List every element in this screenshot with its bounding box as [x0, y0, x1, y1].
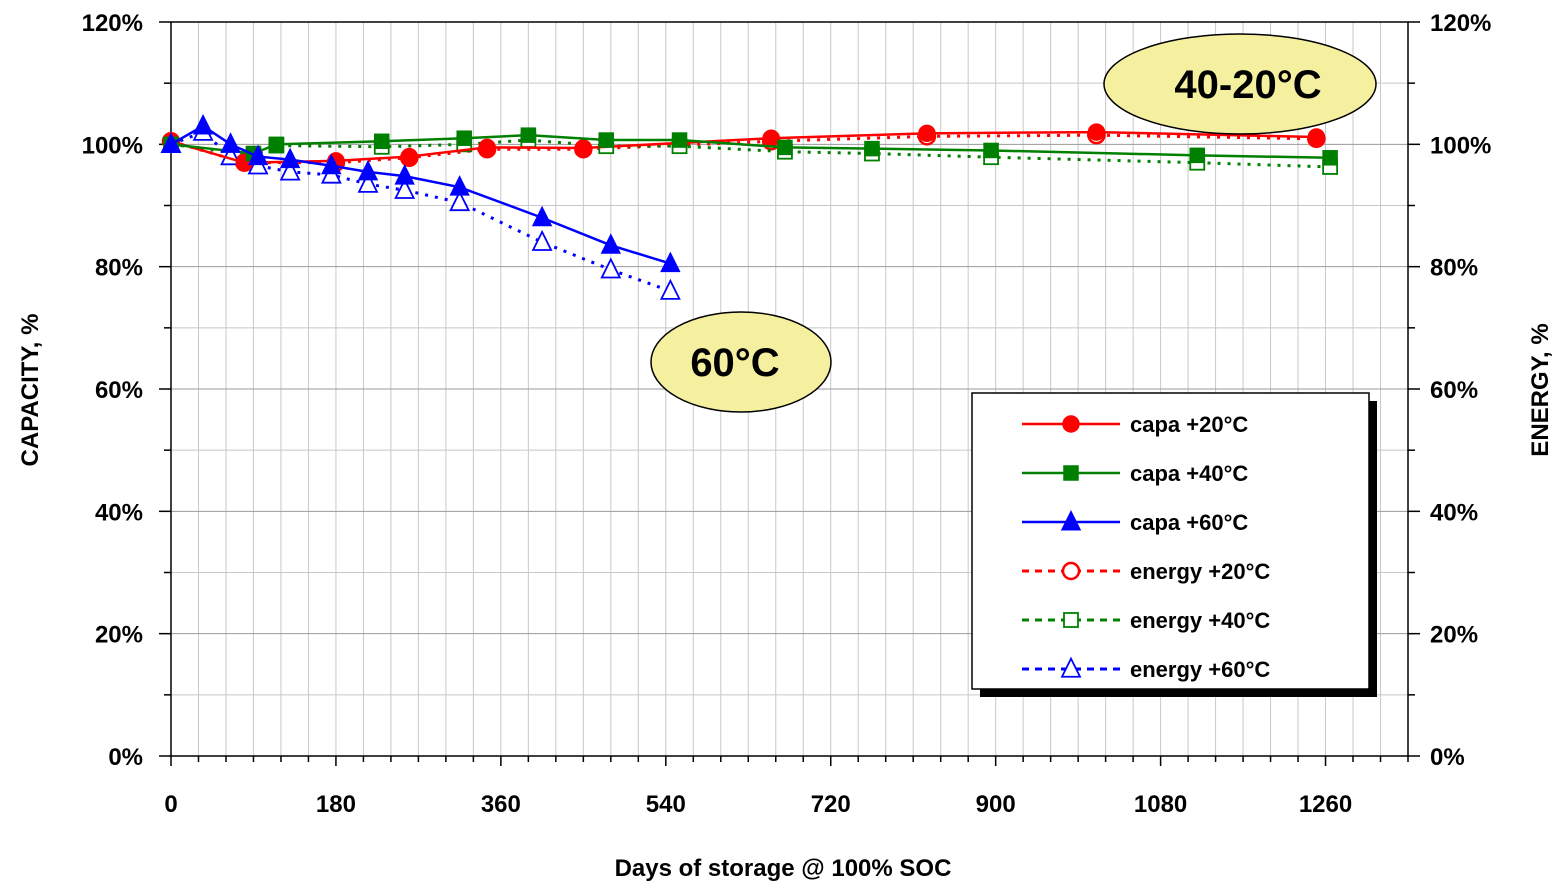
data-point [1087, 123, 1106, 141]
data-point [659, 278, 681, 300]
data-point [1061, 561, 1081, 581]
y-tick-label-right: 0% [1430, 744, 1465, 771]
series-capa-20-c [162, 123, 1326, 172]
legend-label: energy +60°C [1130, 657, 1270, 682]
data-point [192, 113, 214, 135]
y-tick-label-left: 20% [95, 622, 143, 649]
y-tick-label-left: 40% [95, 499, 143, 526]
data-point [247, 144, 269, 166]
data-point [279, 147, 301, 169]
series [160, 113, 1339, 300]
series-line [170, 130, 671, 293]
data-point [160, 132, 182, 153]
data-point [520, 127, 537, 143]
series-capa-40-c [163, 127, 1338, 166]
y-tick-label-left: 100% [82, 132, 143, 159]
data-point [671, 132, 688, 148]
data-point [983, 142, 999, 159]
legend-item: energy +20°C [1022, 559, 1270, 584]
data-point [531, 229, 553, 251]
y-tick-label-right: 60% [1430, 377, 1478, 404]
data-point [268, 136, 285, 153]
data-point [574, 139, 593, 157]
legend-item: capa +60°C [1022, 509, 1248, 535]
data-point [357, 171, 379, 193]
callout-label: 60°C [690, 341, 779, 385]
x-tick-label: 900 [976, 791, 1016, 818]
data-point [279, 159, 301, 181]
data-point [1060, 509, 1082, 531]
y-tick-label-right: 20% [1430, 622, 1478, 649]
legend: capa +20°C capa +40°C capa +60°C energy +20… [971, 392, 1377, 697]
y-tick-label-right: 100% [1430, 132, 1491, 159]
legend-label: capa +60°C [1130, 510, 1248, 535]
y-tick-label-right: 120% [1430, 10, 1491, 37]
data-point [449, 190, 471, 212]
callout-60c: 60°C [650, 311, 832, 413]
x-tick-labels: 0 180 360 540 720 900 1080 1260 [164, 791, 1352, 818]
y-tick-labels-right: 0% 20% 40% 60% 80% 100% 120% [1430, 10, 1491, 771]
data-point [478, 138, 496, 157]
data-point [394, 177, 416, 199]
x-tick-label: 1080 [1134, 791, 1187, 818]
data-point [531, 205, 553, 227]
legend-label: energy +20°C [1130, 559, 1270, 584]
legend-item: capa +20°C [1022, 412, 1248, 437]
data-point [1063, 612, 1079, 628]
data-point [1063, 465, 1079, 481]
data-point [864, 140, 880, 157]
y-tick-label-left: 80% [95, 255, 143, 282]
y-tick-label-left: 120% [82, 10, 143, 37]
series-capa-60-c [160, 113, 681, 273]
legend-label: capa +40°C [1130, 461, 1248, 486]
data-point [456, 130, 472, 146]
data-point [600, 233, 622, 254]
x-axis-title: Days of storage @ 100% SOC [615, 855, 952, 882]
data-point [777, 139, 793, 156]
y-tick-label-right: 80% [1430, 255, 1478, 282]
data-point [400, 147, 418, 166]
x-tick-label: 540 [646, 791, 686, 818]
legend-box [971, 392, 1370, 690]
data-point [1189, 147, 1206, 164]
data-point [394, 164, 415, 185]
data-point [220, 132, 241, 153]
data-point [321, 153, 342, 175]
callout-bubble [650, 311, 832, 413]
data-point [449, 175, 470, 196]
y-axis-title-right: ENERGY, % [1527, 323, 1554, 456]
callout-40-20c: 40-20°C [1103, 33, 1377, 135]
x-tick-label: 720 [811, 791, 851, 818]
data-point [762, 129, 780, 147]
y-tick-label-left: 0% [108, 744, 143, 771]
legend-item: capa +40°C [1022, 461, 1248, 486]
data-point [1322, 150, 1338, 166]
data-point [1062, 415, 1080, 433]
callout-bubble [1103, 33, 1377, 135]
legend-label: capa +20°C [1130, 412, 1248, 437]
x-tick-label: 0 [164, 791, 177, 818]
callout-label: 40-20°C [1174, 63, 1321, 107]
data-point [373, 133, 390, 150]
series-line [170, 124, 671, 265]
y-tick-labels-left: 0% 20% 40% 60% 80% 100% 120% [82, 10, 143, 771]
y-tick-label-right: 40% [1430, 499, 1478, 526]
data-point [600, 257, 622, 279]
x-tick-label: 180 [316, 791, 356, 818]
data-point [357, 159, 379, 181]
y-tick-label-left: 60% [95, 377, 143, 404]
x-tick-label: 1260 [1299, 791, 1352, 818]
data-point [660, 251, 681, 273]
data-point [598, 132, 614, 148]
legend-label: energy +40°C [1130, 608, 1270, 633]
legend-item: energy +40°C [1022, 608, 1270, 633]
x-tick-label: 360 [481, 791, 521, 818]
legend-item: energy +60°C [1022, 656, 1270, 682]
y-axis-title-left: CAPACITY, % [17, 314, 44, 467]
data-point [1307, 128, 1326, 146]
data-point [1060, 656, 1082, 678]
data-point [918, 124, 936, 143]
series-energy-60-c [160, 119, 681, 300]
